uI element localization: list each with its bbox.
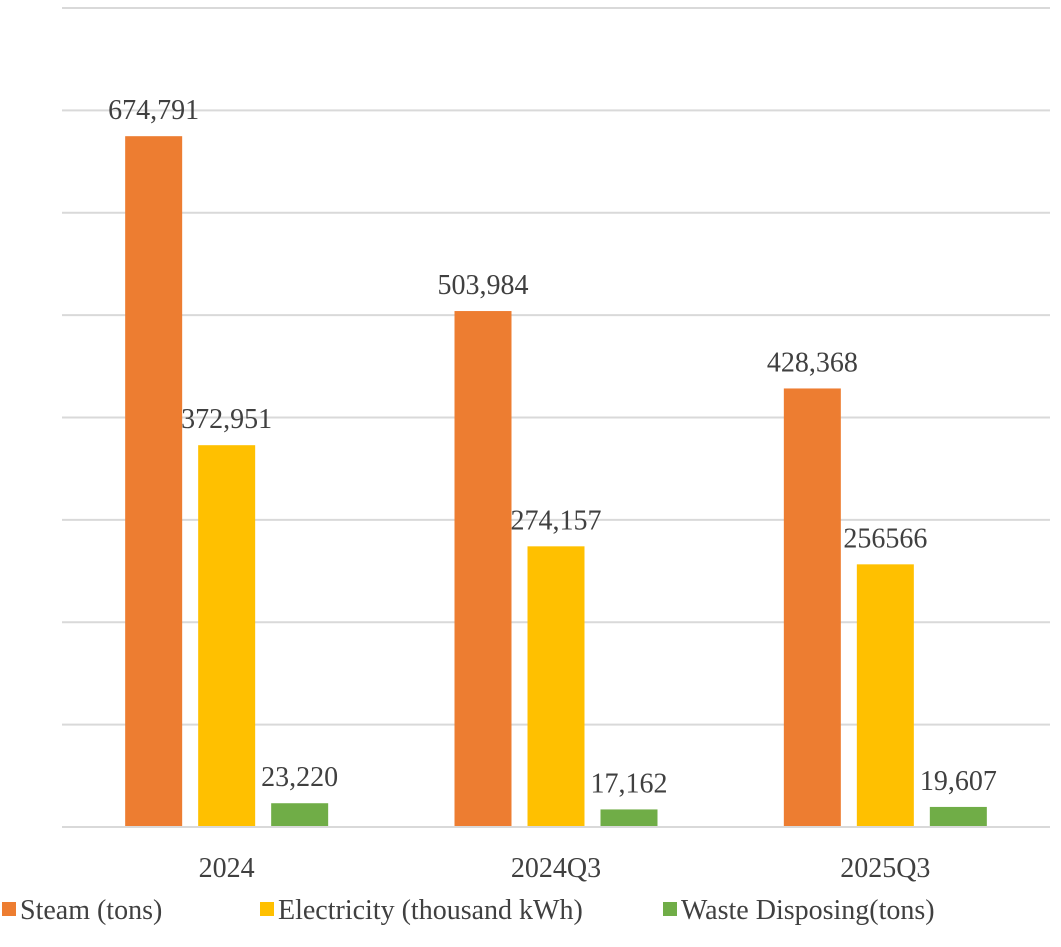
legend-label: Waste Disposing(tons) (681, 895, 935, 926)
data-label: 19,607 (920, 766, 997, 797)
data-label: 428,368 (767, 347, 858, 378)
x-tick-label: 2024Q3 (511, 853, 601, 884)
bar-2025Q3-3 (929, 806, 987, 827)
legend-swatch (663, 902, 677, 916)
legend-item: Waste Disposing(tons) (663, 895, 935, 926)
legend-label: Steam (tons) (20, 895, 162, 926)
data-label: 674,791 (108, 95, 199, 126)
bar-2024-2 (198, 445, 256, 827)
data-label: 372,951 (181, 404, 272, 435)
x-tick-label: 2024 (199, 853, 255, 884)
bar-2025Q3-2 (856, 564, 914, 827)
legend-swatch (260, 902, 274, 916)
x-axis: 2024 2024Q3 2025Q3 (62, 826, 1050, 884)
data-label: 256566 (843, 523, 927, 554)
legend-swatch (2, 902, 16, 916)
bar-2024-3 (271, 803, 329, 827)
legend-item: Steam (tons) (2, 895, 162, 926)
bar-2024Q3-3 (600, 809, 658, 827)
legend-label: Electricity (thousand kWh) (278, 895, 583, 926)
data-labels: 674,791 372,951 23,220 503,984 274,157 17,162… (108, 95, 997, 799)
legend: Steam (tons) Electricity (thousand kWh) Wa… (2, 895, 935, 926)
bar-2024Q3-2 (527, 546, 585, 827)
bar-2024-1 (125, 136, 183, 827)
legend-item: Electricity (thousand kWh) (260, 895, 583, 926)
data-label: 23,220 (261, 762, 338, 793)
bar-2024Q3-1 (454, 311, 512, 827)
bars (125, 136, 987, 827)
data-label: 17,162 (591, 768, 668, 799)
data-label: 274,157 (511, 505, 602, 536)
x-tick-label: 2025Q3 (840, 853, 930, 884)
bar-2025Q3-1 (783, 388, 841, 827)
data-label: 503,984 (438, 270, 529, 301)
